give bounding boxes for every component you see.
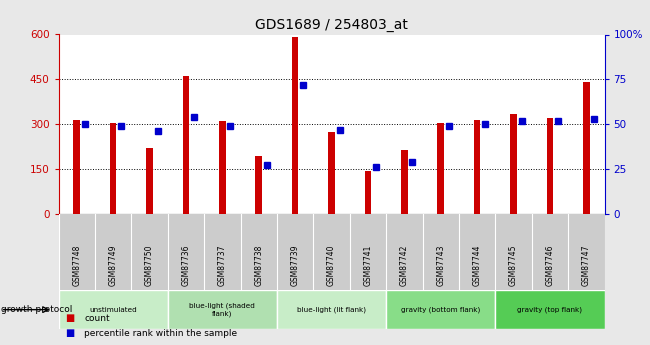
- Text: GSM87738: GSM87738: [254, 245, 263, 286]
- Bar: [255, 156, 262, 214]
- Text: GSM87744: GSM87744: [473, 245, 482, 286]
- Bar: [437, 123, 444, 214]
- Text: GSM87746: GSM87746: [545, 245, 554, 286]
- Text: percentile rank within the sample: percentile rank within the sample: [84, 329, 238, 338]
- Text: GSM87749: GSM87749: [109, 245, 118, 286]
- Text: GSM87743: GSM87743: [436, 245, 445, 286]
- Text: GSM87745: GSM87745: [509, 245, 518, 286]
- Text: GSM87739: GSM87739: [291, 245, 300, 286]
- Bar: [110, 123, 116, 214]
- Text: growth protocol: growth protocol: [1, 305, 72, 314]
- Bar: [401, 150, 408, 214]
- Bar: [73, 120, 80, 214]
- Text: gravity (bottom flank): gravity (bottom flank): [401, 306, 480, 313]
- Text: GSM87737: GSM87737: [218, 245, 227, 286]
- FancyBboxPatch shape: [58, 214, 604, 290]
- FancyBboxPatch shape: [168, 290, 277, 329]
- Text: GSM87740: GSM87740: [327, 245, 336, 286]
- Text: GSM87741: GSM87741: [363, 245, 372, 286]
- Text: ■: ■: [65, 313, 74, 323]
- Bar: [583, 82, 590, 214]
- Bar: [365, 170, 371, 214]
- Text: GSM87750: GSM87750: [145, 245, 154, 286]
- Text: unstimulated: unstimulated: [89, 307, 137, 313]
- Bar: [328, 132, 335, 214]
- Text: GSM87742: GSM87742: [400, 245, 409, 286]
- Text: count: count: [84, 314, 110, 323]
- Text: ■: ■: [65, 328, 74, 338]
- Bar: [547, 118, 553, 214]
- FancyBboxPatch shape: [277, 290, 386, 329]
- Text: gravity (top flank): gravity (top flank): [517, 306, 582, 313]
- Bar: [510, 114, 517, 214]
- Text: GSM87748: GSM87748: [72, 245, 81, 286]
- FancyBboxPatch shape: [495, 290, 604, 329]
- Text: GSM87747: GSM87747: [582, 245, 591, 286]
- Bar: [292, 38, 298, 214]
- FancyBboxPatch shape: [58, 290, 168, 329]
- Bar: [219, 121, 226, 214]
- Text: blue-light (shaded
flank): blue-light (shaded flank): [189, 303, 255, 317]
- Text: GSM87736: GSM87736: [181, 245, 190, 286]
- Bar: [183, 76, 189, 214]
- Title: GDS1689 / 254803_at: GDS1689 / 254803_at: [255, 18, 408, 32]
- Bar: [474, 120, 480, 214]
- Bar: [146, 148, 153, 214]
- FancyBboxPatch shape: [386, 290, 495, 329]
- Text: blue-light (lit flank): blue-light (lit flank): [297, 306, 366, 313]
